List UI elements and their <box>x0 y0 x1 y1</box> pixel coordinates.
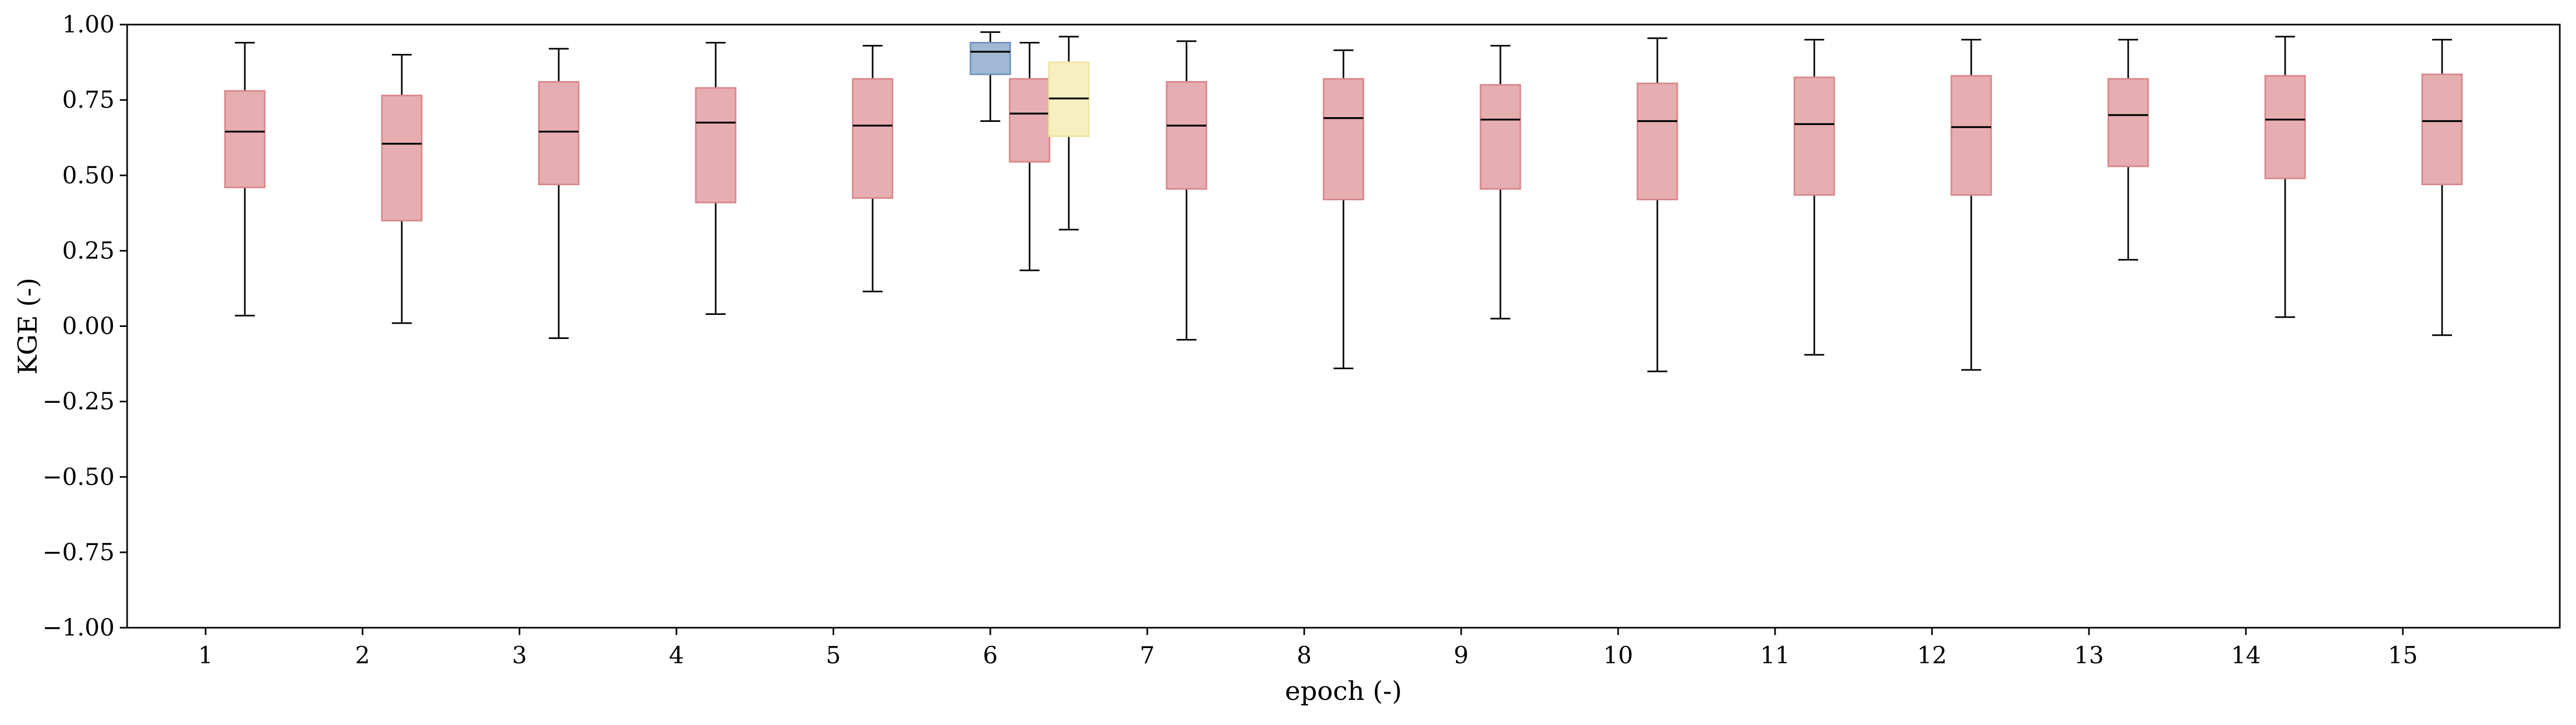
box-iqr <box>1636 82 1678 200</box>
box-epoch-5-25 <box>852 44 894 292</box>
y-tick-label: 1.00 <box>62 10 115 38</box>
box-iqr <box>1323 78 1364 200</box>
box-epoch-14-25 <box>2264 36 2306 318</box>
box-epoch-9-25 <box>1479 44 1521 320</box>
box-epoch-6-5 <box>1048 36 1090 231</box>
box-epoch-8-25 <box>1323 49 1364 369</box>
box-iqr <box>969 42 1011 75</box>
x-tick-label: 12 <box>1917 641 1947 669</box>
y-tick-label: −0.75 <box>42 538 115 566</box>
y-tick-label: −1.00 <box>42 614 115 641</box>
y-tick-label: 0.00 <box>62 312 115 340</box>
box-epoch-7-25 <box>1166 40 1207 341</box>
y-axis-ticks: −1.00 −0.75 −0.50 −0.25 0.00 0.25 0.50 0.75 1.00 <box>42 10 127 641</box>
x-tick-label: 10 <box>1603 641 1633 669</box>
x-tick-label: 11 <box>1760 641 1790 669</box>
box-epoch-3-25 <box>538 48 580 339</box>
y-tick-label: −0.50 <box>42 463 115 491</box>
x-tick-label: 8 <box>1297 641 1312 669</box>
box-epoch-4-25 <box>695 42 737 315</box>
box-iqr <box>1950 75 1992 196</box>
box-iqr <box>2421 73 2463 186</box>
x-tick-label: 7 <box>1140 641 1155 669</box>
x-tick-label: 9 <box>1454 641 1469 669</box>
x-tick-label: 4 <box>669 641 684 669</box>
x-tick-label: 13 <box>2074 641 2104 669</box>
box-epoch-15-25 <box>2421 39 2463 336</box>
box-iqr <box>2264 75 2306 179</box>
box-epoch-12-25 <box>1950 39 1992 371</box>
y-tick-label: 0.50 <box>62 161 115 189</box>
y-tick-label: 0.75 <box>62 86 115 114</box>
box-iqr <box>1166 81 1207 190</box>
x-axis-title: epoch (-) <box>1285 676 1402 706</box>
x-tick-label: 15 <box>2388 641 2417 669</box>
x-tick-label: 2 <box>355 641 370 669</box>
y-tick-label: 0.25 <box>62 236 115 264</box>
box-epoch-2-25 <box>381 54 423 324</box>
box-epoch-11-25 <box>1793 39 1835 356</box>
box-epoch-6 <box>969 31 1011 122</box>
x-tick-label: 6 <box>983 641 998 669</box>
y-axis-title: KGE (-) <box>13 278 43 375</box>
box-iqr <box>852 78 894 199</box>
box-iqr <box>224 90 266 188</box>
x-tick-label: 14 <box>2231 641 2261 669</box>
x-tick-label: 3 <box>512 641 527 669</box>
box-iqr <box>2107 78 2149 167</box>
box-iqr <box>1793 76 1835 196</box>
box-iqr <box>538 81 580 186</box>
box-iqr <box>1009 78 1050 163</box>
y-tick-label: −0.25 <box>42 388 115 415</box>
plot-frame <box>126 24 2561 629</box>
box-epoch-1-25 <box>224 42 266 316</box>
box-epoch-10-25 <box>1636 37 1678 372</box>
box-iqr <box>695 87 737 203</box>
x-axis-ticks: 1 2 3 4 5 6 7 8 9 10 11 12 13 14 15 <box>198 628 2418 669</box>
x-tick-label: 1 <box>198 641 213 669</box>
box-iqr <box>1479 84 1521 190</box>
box-iqr <box>381 94 423 222</box>
box-epoch-13-25 <box>2107 39 2149 261</box>
box-epoch-6-25 <box>1009 42 1050 271</box>
plot-marks <box>224 31 2463 372</box>
x-tick-label: 5 <box>826 641 841 669</box>
